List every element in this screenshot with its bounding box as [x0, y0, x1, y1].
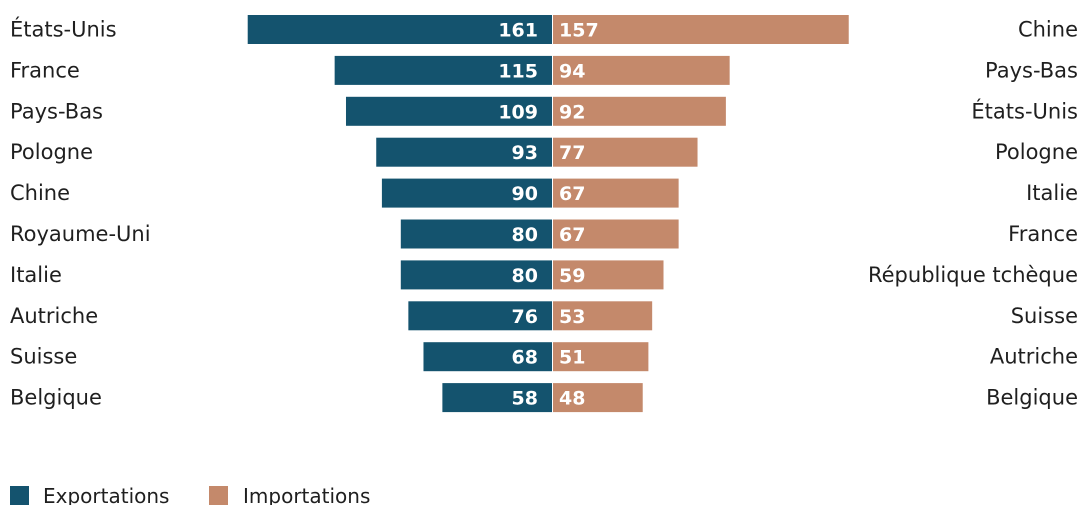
- export-country-label: Royaume-Uni: [10, 222, 151, 246]
- import-value-label: 157: [559, 20, 599, 42]
- import-bar: [553, 178, 679, 208]
- import-value-label: 51: [559, 347, 585, 369]
- export-country-label: Pays-Bas: [10, 99, 103, 123]
- export-country-label: Suisse: [10, 345, 77, 369]
- legend: Exportations Importations: [10, 484, 370, 505]
- export-bar: [442, 383, 552, 413]
- import-bar: [553, 15, 849, 44]
- export-value-label: 80: [512, 265, 538, 287]
- export-country-label: Chine: [10, 181, 70, 205]
- import-value-label: 94: [559, 60, 585, 82]
- import-bar: [553, 96, 726, 126]
- export-bar: [423, 342, 552, 372]
- import-country-label: Autriche: [990, 345, 1078, 369]
- import-bar: [553, 383, 643, 413]
- export-bar: [376, 137, 552, 167]
- import-value-label: 92: [559, 101, 585, 123]
- export-country-label: Italie: [10, 263, 62, 287]
- export-value-label: 68: [512, 347, 538, 369]
- import-value-label: 67: [559, 183, 585, 205]
- import-country-label: Italie: [1026, 181, 1078, 205]
- import-country-label: Pologne: [995, 140, 1078, 164]
- import-bar: [553, 137, 698, 167]
- export-country-label: France: [10, 58, 80, 82]
- import-country-label: Belgique: [986, 386, 1078, 410]
- import-bar: [553, 342, 649, 372]
- import-value-label: 67: [559, 224, 585, 246]
- import-value-label: 77: [559, 142, 585, 164]
- export-bar: [345, 96, 552, 126]
- legend-label-exports: Exportations: [43, 484, 169, 505]
- export-country-label: Belgique: [10, 386, 102, 410]
- export-bar: [247, 15, 552, 44]
- export-bar: [334, 55, 552, 85]
- import-value-label: 59: [559, 265, 585, 287]
- legend-swatch-imports: [209, 486, 228, 505]
- import-country-label: Chine: [1018, 18, 1078, 42]
- import-country-label: États-Unis: [971, 98, 1078, 123]
- import-country-label: République tchèque: [868, 263, 1078, 287]
- import-value-label: 53: [559, 306, 585, 328]
- export-value-label: 76: [512, 306, 538, 328]
- export-value-label: 115: [498, 60, 538, 82]
- legend-swatch-exports: [10, 486, 29, 505]
- export-value-label: 161: [498, 20, 538, 42]
- export-country-label: États-Unis: [10, 17, 117, 42]
- export-value-label: 58: [512, 388, 538, 410]
- import-bar: [553, 55, 730, 85]
- export-value-label: 109: [498, 101, 538, 123]
- import-country-label: Pays-Bas: [985, 58, 1078, 82]
- export-value-label: 80: [512, 224, 538, 246]
- export-bar: [381, 178, 552, 208]
- export-country-label: Pologne: [10, 140, 93, 164]
- import-country-label: Suisse: [1011, 304, 1078, 328]
- import-bar: [553, 219, 679, 249]
- import-value-label: 48: [559, 388, 585, 410]
- legend-label-imports: Importations: [243, 484, 370, 505]
- export-value-label: 93: [512, 142, 538, 164]
- export-bar: [408, 301, 552, 331]
- export-bar: [400, 219, 552, 249]
- import-bar: [553, 260, 664, 290]
- import-country-label: France: [1008, 222, 1078, 246]
- chart-rows: États-Unis 161 157 Chine France 115 94 Pays-Bas…: [10, 15, 1078, 413]
- import-bar: [553, 301, 653, 331]
- export-country-label: Autriche: [10, 304, 98, 328]
- export-bar: [400, 260, 552, 290]
- export-value-label: 90: [512, 183, 538, 205]
